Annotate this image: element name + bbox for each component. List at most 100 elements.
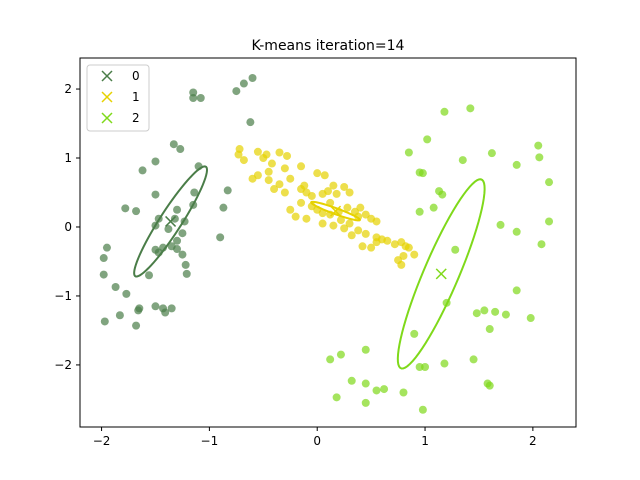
cluster-ellipse-2	[396, 178, 486, 370]
data-point-cluster-0	[132, 207, 141, 216]
data-point-cluster-0	[216, 233, 225, 242]
data-point-cluster-2	[512, 160, 521, 169]
data-point-cluster-0	[239, 79, 248, 88]
data-point-cluster-2	[501, 310, 510, 319]
centroid-marker-1	[330, 205, 342, 217]
data-point-cluster-2	[415, 168, 424, 177]
y-tick-label: −1	[54, 289, 72, 303]
data-point-cluster-1	[291, 212, 300, 221]
data-point-cluster-1	[264, 167, 273, 176]
data-point-cluster-2	[361, 398, 370, 407]
data-point-cluster-0	[121, 204, 130, 213]
data-point-cluster-1	[318, 209, 327, 218]
data-point-cluster-1	[410, 250, 419, 259]
data-point-cluster-0	[173, 205, 182, 214]
data-point-cluster-2	[469, 355, 478, 364]
data-point-cluster-2	[415, 207, 424, 216]
ellipse-layer	[133, 165, 486, 370]
data-point-cluster-0	[178, 229, 187, 238]
data-point-cluster-1	[297, 162, 306, 171]
data-point-cluster-0	[138, 166, 147, 175]
data-point-cluster-0	[232, 87, 241, 96]
data-point-cluster-1	[264, 176, 273, 185]
data-point-cluster-1	[320, 171, 329, 180]
data-point-cluster-0	[189, 88, 198, 97]
data-point-cluster-2	[410, 329, 419, 338]
data-point-cluster-0	[169, 140, 178, 149]
data-point-cluster-2	[361, 345, 370, 354]
data-point-cluster-1	[248, 174, 257, 183]
x-tick-label: 1	[421, 434, 429, 448]
data-point-cluster-1	[253, 147, 262, 156]
data-point-cluster-2	[535, 153, 544, 162]
data-point-cluster-1	[404, 243, 413, 252]
data-point-cluster-2	[440, 107, 449, 116]
data-point-cluster-1	[347, 231, 356, 240]
data-point-cluster-2	[326, 355, 335, 364]
x-axis-ticks: −2 −1 0 1 2	[93, 427, 537, 448]
data-point-cluster-2	[440, 359, 449, 368]
data-point-cluster-0	[122, 289, 131, 298]
data-point-cluster-2	[526, 314, 535, 323]
data-point-cluster-0	[173, 245, 182, 254]
data-point-cluster-1	[336, 216, 345, 225]
legend-entry-1: 1	[101, 90, 140, 104]
data-point-cluster-2	[418, 405, 427, 414]
data-point-cluster-2	[512, 227, 521, 236]
y-tick-label: 0	[64, 220, 72, 234]
plot-area	[99, 74, 554, 414]
data-point-cluster-2	[423, 135, 432, 144]
data-point-cluster-2	[458, 156, 467, 165]
data-point-cluster-2	[545, 217, 554, 226]
legend-entries: 0 1 2	[101, 69, 140, 125]
data-point-cluster-0	[111, 282, 120, 291]
data-point-cluster-0	[178, 250, 187, 259]
y-tick-label: −2	[54, 358, 72, 372]
data-point-cluster-1	[372, 217, 381, 226]
data-point-cluster-0	[100, 317, 109, 326]
data-point-cluster-2	[380, 385, 389, 394]
data-point-cluster-1	[313, 169, 322, 178]
data-point-cluster-0	[190, 188, 199, 197]
data-point-cluster-1	[383, 236, 392, 245]
data-point-cluster-0	[99, 270, 108, 279]
data-point-cluster-2	[545, 178, 554, 187]
data-point-cluster-1	[361, 229, 370, 238]
data-point-cluster-2	[399, 388, 408, 397]
data-point-cluster-0	[151, 190, 160, 199]
data-point-cluster-0	[145, 271, 154, 280]
legend-entry-2: 2	[101, 111, 140, 125]
data-point-cluster-2	[534, 141, 543, 150]
data-point-cluster-1	[302, 214, 311, 223]
data-point-cluster-0	[173, 236, 182, 245]
data-point-cluster-1	[329, 181, 338, 190]
data-point-cluster-1	[280, 164, 289, 173]
data-point-cluster-0	[151, 302, 160, 311]
data-point-cluster-0	[161, 308, 170, 317]
legend-label: 1	[132, 90, 140, 104]
data-point-cluster-1	[332, 189, 341, 198]
data-point-cluster-0	[182, 269, 191, 278]
centroid-marker-0	[165, 215, 177, 227]
data-point-cluster-2	[466, 104, 475, 113]
data-point-cluster-1	[361, 210, 370, 219]
data-point-cluster-0	[132, 321, 141, 330]
data-point-cluster-0	[164, 225, 173, 234]
data-point-cluster-2	[361, 379, 370, 388]
data-point-cluster-2	[336, 350, 345, 359]
data-point-cluster-1	[354, 226, 363, 235]
data-point-cluster-1	[275, 180, 284, 189]
data-point-cluster-0	[181, 260, 190, 269]
data-point-cluster-2	[332, 393, 341, 402]
data-point-cluster-0	[223, 186, 232, 195]
data-point-cluster-2	[491, 307, 500, 316]
x-tick-label: −1	[201, 434, 219, 448]
data-point-cluster-1	[267, 159, 276, 168]
centroid-marker-2	[435, 268, 447, 280]
data-point-cluster-2	[512, 286, 521, 295]
y-tick-label: 1	[64, 151, 72, 165]
y-tick-label: 2	[64, 82, 72, 96]
data-point-cluster-2	[487, 149, 496, 158]
data-point-cluster-1	[358, 242, 367, 251]
data-point-cluster-0	[248, 74, 257, 83]
